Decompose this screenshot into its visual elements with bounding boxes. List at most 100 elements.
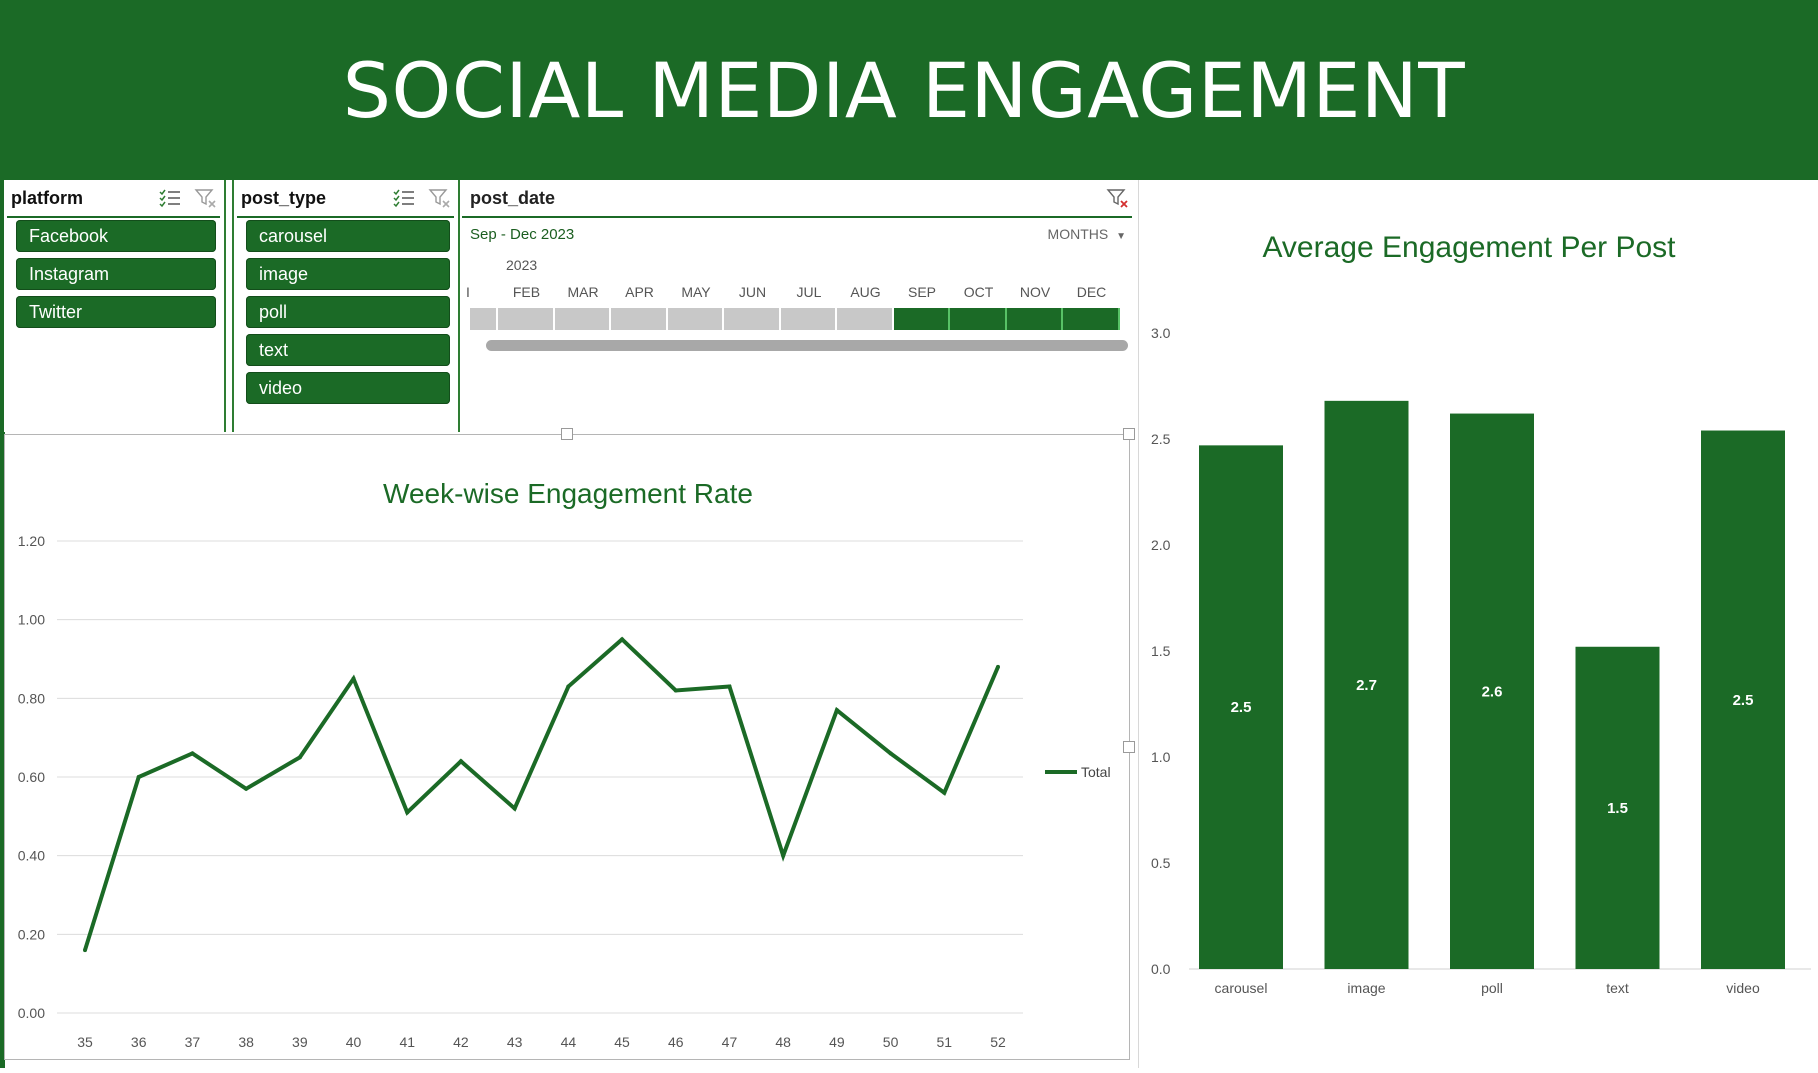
x-tick-label: image [1347, 980, 1385, 996]
x-tick-label: 44 [561, 1034, 577, 1050]
resize-handle[interactable] [1123, 428, 1135, 440]
timeline-month-cell[interactable] [780, 308, 838, 330]
bar-data-label: 2.6 [1482, 683, 1503, 700]
bar-image [1324, 400, 1409, 970]
data-point [458, 759, 463, 764]
x-tick-label: 35 [77, 1034, 93, 1050]
data-point [83, 948, 87, 953]
platform-slicer-item[interactable]: Facebook [16, 220, 216, 252]
timeline-month-cell[interactable] [893, 308, 951, 330]
multi-select-icon[interactable] [156, 186, 184, 210]
timeline-month-labels: I FEB MAR APR MAY JUN JUL AUG SEP OCT NOV DEC [466, 284, 1134, 304]
timeline-month-label: I [466, 284, 470, 300]
timeline-month-cell[interactable] [498, 308, 555, 330]
data-point [405, 810, 410, 815]
x-tick-label: 36 [131, 1034, 147, 1050]
data-point [136, 775, 141, 779]
post-type-slicer-item[interactable]: carousel [246, 220, 450, 252]
x-tick-label: 45 [614, 1034, 630, 1050]
timeline-month-cell[interactable] [554, 308, 612, 330]
y-tick-label: 0.20 [18, 926, 45, 942]
timeline-month-label: JUL [796, 284, 822, 300]
data-point [834, 708, 839, 713]
platform-slicer-item[interactable]: Twitter [16, 296, 216, 328]
multi-select-icon[interactable] [390, 186, 418, 210]
y-tick-label: 1.0 [1151, 749, 1171, 765]
platform-items: Facebook Instagram Twitter [16, 220, 216, 334]
bar-data-label: 2.7 [1356, 677, 1377, 694]
avg-engagement-chart: Average Engagement Per Post 0.0 0.5 1.0 1.5 2… [1151, 231, 1811, 996]
chevron-down-icon: ▼ [1116, 231, 1126, 242]
post-type-slicer-item[interactable]: poll [246, 296, 450, 328]
timeline-month-cell[interactable] [1063, 308, 1120, 330]
x-tick-label: 51 [937, 1034, 953, 1050]
bar-video [1701, 430, 1785, 969]
x-tick-label: 37 [185, 1034, 201, 1050]
bar-data-label: 1.5 [1607, 800, 1628, 817]
data-point [996, 664, 1000, 669]
data-point [673, 688, 678, 693]
timeline-month-cell[interactable] [837, 308, 894, 330]
x-tick-label: 43 [507, 1034, 523, 1050]
dashboard-title: SOCIAL MEDIA ENGAGEMENT [342, 45, 1466, 135]
post-type-slicer-item[interactable]: video [246, 372, 450, 404]
timeline-title: post_date [470, 187, 556, 208]
data-point [566, 684, 571, 689]
chart-title: Week-wise Engagement Rate [383, 478, 753, 509]
y-tick-label: 0.80 [18, 690, 45, 706]
clear-filter-icon[interactable] [426, 186, 454, 210]
clear-filter-icon[interactable] [1104, 186, 1132, 210]
timeline-month-label: AUG [850, 284, 881, 300]
resize-handle[interactable] [561, 428, 573, 440]
timeline-month-label: SEP [907, 284, 937, 300]
data-point [888, 751, 893, 756]
timeline-month-cell[interactable] [950, 308, 1007, 330]
post-type-slicer-item[interactable]: image [246, 258, 450, 290]
slicer-title: post_type [241, 187, 327, 208]
y-tick-label: 3.0 [1151, 325, 1171, 341]
data-point [351, 676, 356, 681]
bar-poll [1450, 413, 1534, 969]
chart-title: Average Engagement Per Post [1262, 231, 1676, 264]
data-point [942, 790, 947, 795]
timeline-month-cell[interactable] [724, 308, 781, 330]
timeline-month-cell[interactable] [611, 308, 668, 330]
x-tick-label: text [1606, 980, 1629, 996]
resize-handle[interactable] [1123, 741, 1135, 753]
y-tick-label: 2.0 [1151, 537, 1171, 553]
slicer-header: post_type [237, 180, 454, 218]
slicer-title: platform [11, 187, 83, 208]
timeline-level-label: MONTHS [1047, 226, 1109, 242]
timeline-month-label: MAR [567, 284, 599, 300]
series-line-total [83, 636, 1000, 951]
bar-text [1575, 646, 1660, 969]
timeline-month-cell[interactable] [1006, 308, 1064, 330]
x-tick-label: 38 [238, 1034, 254, 1050]
timeline-level-dropdown[interactable]: MONTHS ▼ [1048, 226, 1126, 242]
y-tick-label: 1.20 [18, 533, 45, 549]
x-tick-label: carousel [1215, 980, 1268, 996]
timeline-month-label: JUN [738, 284, 767, 300]
post-type-slicer-item[interactable]: text [246, 334, 450, 366]
data-point [244, 786, 249, 791]
post-type-items: carousel image poll text video [246, 220, 450, 410]
clear-filter-icon[interactable] [192, 186, 220, 210]
data-point [190, 751, 195, 756]
data-point [781, 853, 786, 858]
post-type-slicer: post_type carousel image poll text video [232, 180, 460, 432]
timeline-month-cell[interactable] [667, 308, 725, 330]
x-tick-label: 52 [990, 1034, 1006, 1050]
week-engagement-chart-panel: Week-wise Engagement Rate 0.00 0.20 0.40 0.6… [4, 428, 1135, 1060]
platform-slicer-item[interactable]: Instagram [16, 258, 216, 290]
x-tick-label: 48 [775, 1034, 791, 1050]
timeline-month-label: MAY [681, 284, 711, 300]
bar-data-label: 2.5 [1733, 692, 1754, 709]
timeline-month-label: NOV [1019, 284, 1051, 300]
timeline-scrollbar[interactable] [486, 340, 1128, 351]
bar-data-label: 2.5 [1231, 699, 1252, 716]
timeline-month-cell[interactable] [470, 308, 499, 330]
dashboard-header: SOCIAL MEDIA ENGAGEMENT [0, 0, 1818, 180]
timeline-month-label: DEC [1076, 284, 1107, 300]
data-point [727, 684, 732, 689]
y-tick-label: 0.40 [18, 848, 45, 864]
